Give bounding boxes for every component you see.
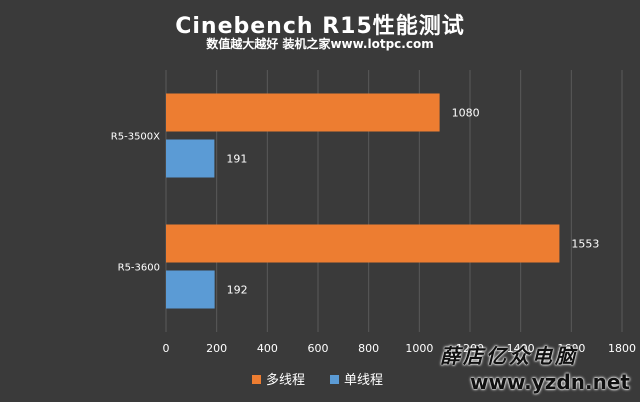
x-tick-label: 1800 [608,342,636,355]
data-label: 192 [227,284,248,297]
x-tick-label: 800 [358,342,379,355]
legend-label: 单线程 [344,373,383,388]
x-tick-label: 400 [257,342,278,355]
bar [166,93,440,132]
category-label: R5-3500X [111,132,160,143]
data-label: 191 [226,153,247,166]
x-tick-label: 1400 [507,342,535,355]
x-tick-label: 200 [206,342,227,355]
legend-label: 多线程 [266,372,305,388]
x-tick-label: 1000 [405,342,433,355]
bar [166,224,560,263]
data-label: 1080 [452,107,480,120]
bar [166,270,215,309]
x-tick-label: 600 [308,342,329,355]
chart-title: Cinebench R15性能测试 [175,14,465,39]
bar [166,139,215,178]
x-tick-label: 1600 [557,342,585,355]
data-label: 1553 [571,238,599,251]
x-tick-label: 0 [163,342,170,355]
legend-swatch [252,375,261,384]
category-label: R5-3600 [118,263,160,274]
x-tick-label: 1200 [456,342,484,355]
watermark-text: 薛店亿众电脑 [440,344,578,368]
watermark-url: www.yzdn.net [470,370,630,394]
chart-subtitle: 数值越大越好 装机之家www.lotpc.com [206,37,434,51]
legend-swatch [330,375,339,384]
